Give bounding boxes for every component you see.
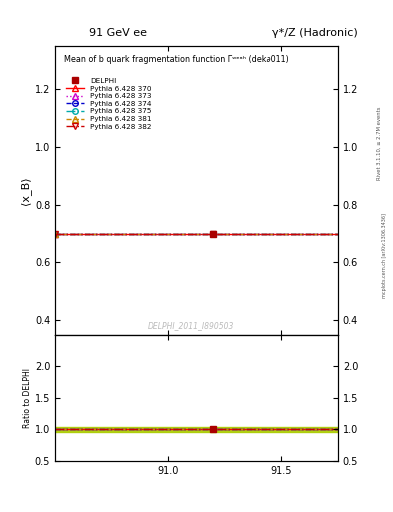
Y-axis label: Ratio to DELPHI: Ratio to DELPHI bbox=[23, 368, 32, 428]
Text: Rivet 3.1.10, ≥ 2.7M events: Rivet 3.1.10, ≥ 2.7M events bbox=[377, 106, 382, 180]
Text: DELPHI_2011_I890503: DELPHI_2011_I890503 bbox=[148, 322, 234, 330]
Legend: DELPHI, Pythia 6.428 370, Pythia 6.428 373, Pythia 6.428 374, Pythia 6.428 375, : DELPHI, Pythia 6.428 370, Pythia 6.428 3… bbox=[64, 75, 154, 133]
Text: 91 GeV ee: 91 GeV ee bbox=[89, 28, 147, 38]
Y-axis label: ⟨x_B⟩: ⟨x_B⟩ bbox=[20, 176, 31, 205]
Bar bbox=[55, 426, 338, 432]
Text: Mean of b quark fragmentation function Γʷᵉᵃʰ (dek∂011): Mean of b quark fragmentation function Γ… bbox=[64, 55, 288, 63]
Text: γ*/Z (Hadronic): γ*/Z (Hadronic) bbox=[272, 28, 357, 38]
Text: mcplots.cern.ch [arXiv:1306.3436]: mcplots.cern.ch [arXiv:1306.3436] bbox=[382, 214, 387, 298]
